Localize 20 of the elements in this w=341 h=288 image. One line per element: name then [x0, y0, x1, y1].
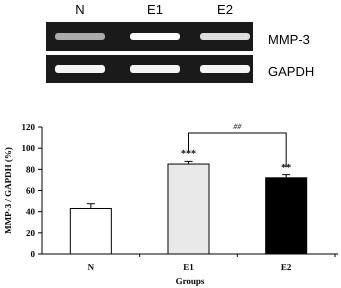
text: E2	[217, 2, 233, 17]
x-tick-label: E1	[183, 262, 194, 272]
y-tick-label: 40	[26, 206, 36, 217]
y-tick-label: 80	[26, 164, 36, 174]
y-tick-label: 100	[22, 143, 36, 154]
y-axis-title: MMP-3 / GAPDH (%)	[3, 147, 13, 234]
text: E1	[147, 2, 163, 17]
x-tick-label: N	[88, 262, 95, 272]
x-tick-label: E2	[280, 262, 292, 272]
annotation: **	[281, 162, 292, 174]
text: N	[75, 2, 85, 17]
annotation: ***	[181, 148, 196, 160]
y-tick-label: 0	[30, 249, 36, 259]
y-tick-label: 60	[26, 186, 36, 196]
x-axis-title: Groups	[176, 276, 205, 286]
y-tick-label: 120	[22, 122, 36, 132]
annotation: ##	[233, 122, 242, 131]
y-tick-label: 20	[26, 228, 36, 238]
text: GAPDH	[268, 64, 314, 79]
text: MMP-3	[268, 32, 310, 47]
